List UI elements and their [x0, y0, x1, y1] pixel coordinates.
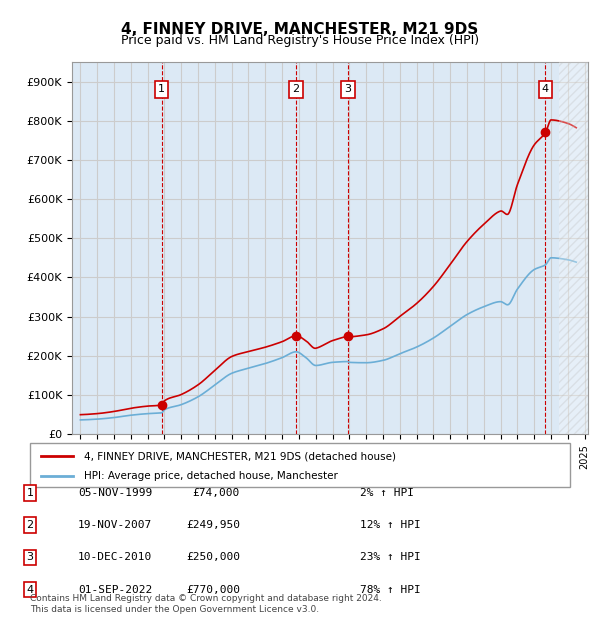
Text: £770,000: £770,000: [186, 585, 240, 595]
Text: 19-NOV-2007: 19-NOV-2007: [78, 520, 152, 530]
FancyBboxPatch shape: [30, 443, 570, 487]
Text: HPI: Average price, detached house, Manchester: HPI: Average price, detached house, Manc…: [84, 471, 338, 481]
Text: 23% ↑ HPI: 23% ↑ HPI: [360, 552, 421, 562]
Text: £74,000: £74,000: [193, 488, 240, 498]
Text: 3: 3: [26, 552, 34, 562]
Text: 4, FINNEY DRIVE, MANCHESTER, M21 9DS (detached house): 4, FINNEY DRIVE, MANCHESTER, M21 9DS (de…: [84, 451, 396, 461]
Text: £249,950: £249,950: [186, 520, 240, 530]
Text: 05-NOV-1999: 05-NOV-1999: [78, 488, 152, 498]
Text: Price paid vs. HM Land Registry's House Price Index (HPI): Price paid vs. HM Land Registry's House …: [121, 34, 479, 47]
Text: Contains HM Land Registry data © Crown copyright and database right 2024.
This d: Contains HM Land Registry data © Crown c…: [30, 595, 382, 614]
Text: 3: 3: [344, 84, 352, 94]
Text: 4, FINNEY DRIVE, MANCHESTER, M21 9DS: 4, FINNEY DRIVE, MANCHESTER, M21 9DS: [121, 22, 479, 37]
Text: 1: 1: [26, 488, 34, 498]
Text: 10-DEC-2010: 10-DEC-2010: [78, 552, 152, 562]
Text: 4: 4: [542, 84, 549, 94]
Text: 2: 2: [293, 84, 299, 94]
Text: 2: 2: [26, 520, 34, 530]
Text: 1: 1: [158, 84, 165, 94]
Text: 12% ↑ HPI: 12% ↑ HPI: [360, 520, 421, 530]
Text: 2% ↑ HPI: 2% ↑ HPI: [360, 488, 414, 498]
Bar: [559, 62, 588, 434]
Text: 4: 4: [26, 585, 34, 595]
Text: £250,000: £250,000: [186, 552, 240, 562]
Text: 78% ↑ HPI: 78% ↑ HPI: [360, 585, 421, 595]
Text: 01-SEP-2022: 01-SEP-2022: [78, 585, 152, 595]
